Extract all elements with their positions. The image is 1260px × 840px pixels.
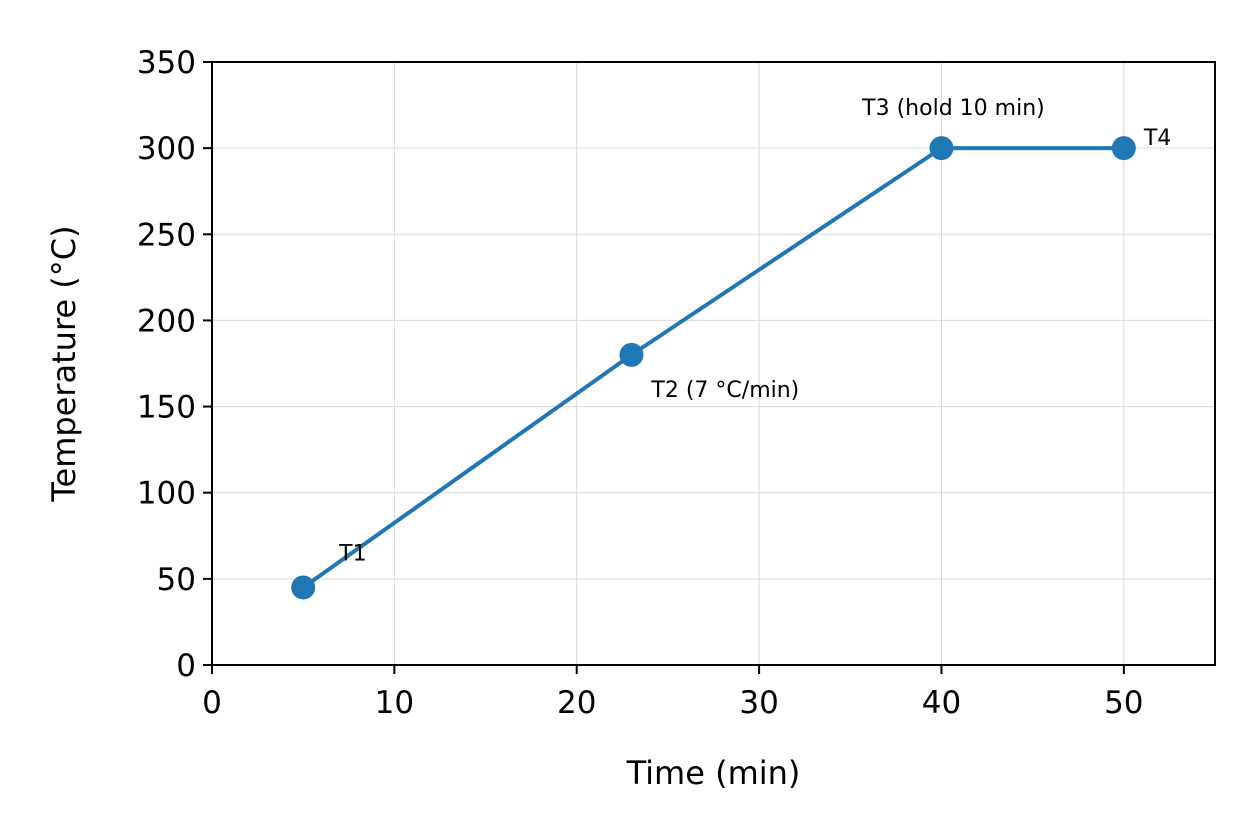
x-axis-title: Time (min) bbox=[626, 754, 801, 792]
y-tick-label: 350 bbox=[137, 45, 196, 81]
point-annotations: T1 T2 (7 °C/min) T3 (hold 10 min) T4 bbox=[338, 96, 1171, 566]
point-annotation: T1 bbox=[338, 541, 366, 566]
x-tick-label: 20 bbox=[557, 685, 596, 721]
y-axis-ticks: 0 50 100 150 200 250 300 350 bbox=[137, 45, 212, 684]
y-tick-label: 300 bbox=[137, 131, 196, 167]
y-tick-label: 250 bbox=[137, 217, 196, 253]
data-point-marker bbox=[291, 575, 316, 600]
plot-area-frame bbox=[211, 61, 1216, 666]
y-tick-label: 200 bbox=[137, 303, 196, 339]
x-axis-ticks: 0 10 20 30 40 50 bbox=[202, 665, 1144, 721]
y-tick-label: 100 bbox=[137, 476, 196, 512]
point-annotation: T4 bbox=[1143, 126, 1171, 151]
y-tick-label: 0 bbox=[176, 648, 196, 684]
point-annotation: T2 (7 °C/min) bbox=[650, 378, 799, 403]
data-series bbox=[291, 136, 1136, 600]
point-annotation: T3 (hold 10 min) bbox=[861, 96, 1045, 121]
data-point-marker bbox=[1111, 136, 1136, 161]
x-tick-label: 10 bbox=[375, 685, 414, 721]
x-tick-label: 40 bbox=[922, 685, 961, 721]
x-tick-label: 50 bbox=[1104, 685, 1143, 721]
x-tick-label: 30 bbox=[739, 685, 778, 721]
y-tick-label: 150 bbox=[137, 390, 196, 426]
y-tick-label: 50 bbox=[157, 562, 196, 598]
x-tick-label: 0 bbox=[202, 685, 222, 721]
y-axis-title: Temperature (°C) bbox=[45, 225, 83, 502]
series-line bbox=[301, 146, 1126, 590]
data-point-marker bbox=[929, 136, 954, 161]
data-point-marker bbox=[619, 342, 644, 367]
